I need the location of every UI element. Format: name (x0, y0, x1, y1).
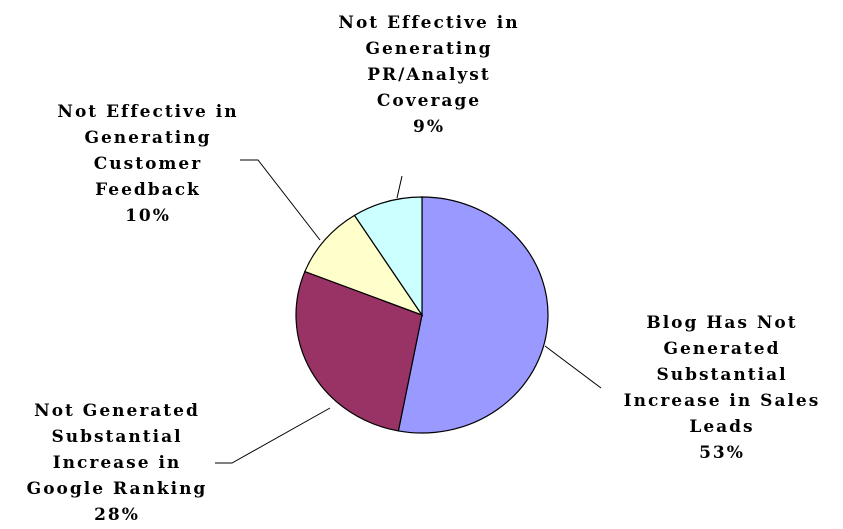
leader-line-2 (215, 407, 331, 464)
slice-labels: Blog Has Not Generated Substantial Increase… (27, 13, 821, 525)
slice-2-label-line: Substantial (51, 427, 182, 447)
slice-4-label-line: PR/Analyst (367, 65, 490, 85)
slice-3-label-line: Generating (84, 128, 211, 148)
leader-line-4 (396, 175, 403, 199)
slice-3-label-line: Customer (94, 154, 202, 174)
slice-2-label-line: Google Ranking (27, 479, 208, 499)
leader-line-3 (240, 159, 321, 241)
slice-2-label-line: Not Generated (34, 401, 200, 421)
slice-3-label-line: Feedback (95, 180, 201, 200)
slice-4-label-line: Generating (365, 39, 492, 59)
slice-4-label-line: Coverage (377, 91, 481, 111)
slice-3-percent: 10% (125, 206, 171, 226)
leader-line-1 (544, 345, 602, 389)
slice-1-label-line: Leads (689, 417, 754, 437)
pie-slice-4 (353, 196, 423, 317)
slice-4-label-line: Not Effective in (338, 13, 519, 33)
pie-slice-2 (295, 270, 423, 432)
leader-lines (215, 159, 602, 464)
pie-slice-3 (304, 214, 424, 317)
slice-3-label-line: Not Effective in (57, 102, 238, 122)
slice-2-percent: 28% (94, 505, 140, 525)
slice-1-label-line: Blog Has Not (646, 313, 797, 333)
pie-slice-1 (397, 196, 549, 434)
slice-1-label-line: Generated (663, 339, 780, 359)
slice-1-percent: 53% (699, 443, 745, 463)
slice-1-label-line: Substantial (656, 365, 787, 385)
pie-slices (295, 196, 549, 434)
slice-2-label-line: Increase in (53, 453, 182, 473)
slice-1-label-line: Increase in Sales (624, 391, 821, 411)
slice-4-percent: 9% (413, 117, 445, 137)
